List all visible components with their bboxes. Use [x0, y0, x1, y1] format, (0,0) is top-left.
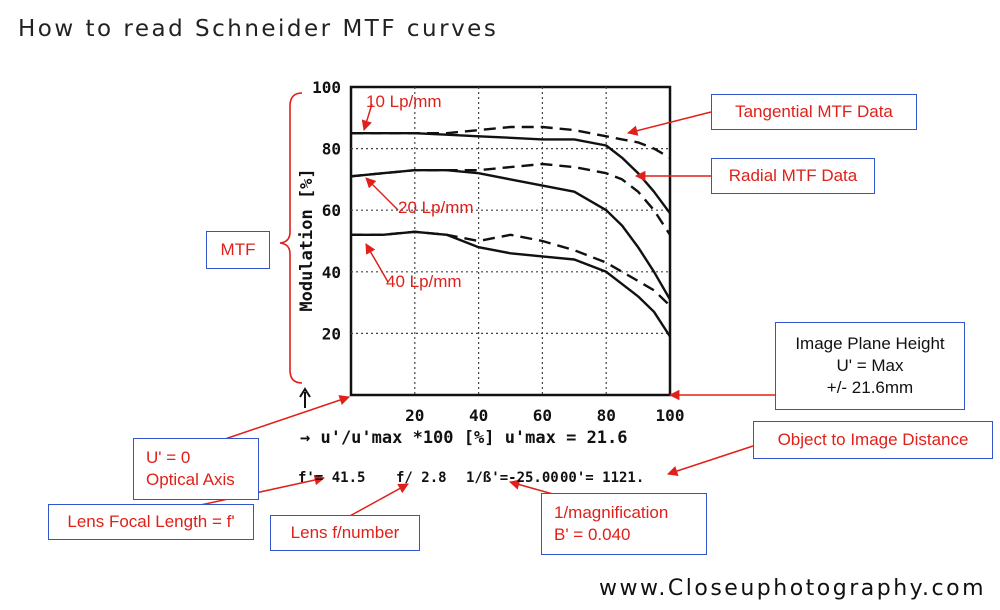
series-line-40-lp-mm-tangential — [351, 230, 671, 307]
magnification-line-2: B' = 0.040 — [554, 525, 631, 544]
callout-focal-length: Lens Focal Length = f' — [48, 504, 254, 540]
mtf-bracket — [279, 92, 303, 384]
arrow-20lp — [365, 177, 399, 211]
y-tick-label: 20 — [322, 324, 341, 343]
callout-radial-text: Radial MTF Data — [728, 166, 858, 185]
series-line-10-lp-mm-tangential — [351, 125, 671, 159]
optical-axis-line-2: Optical Axis — [146, 470, 235, 489]
magnification-line-1: 1/magnification — [554, 503, 669, 522]
arrow-object-distance — [667, 445, 754, 477]
y-axis-label: Modulation [%] — [297, 168, 317, 311]
optical-axis-line-1: U' = 0 — [146, 448, 191, 467]
axis-arrow-head — [299, 387, 311, 398]
callout-magnification: 1/magnification B' = 0.040 — [541, 493, 707, 555]
arrow-optical-axis — [221, 395, 350, 441]
page-title: How to read Schneider MTF curves — [18, 16, 499, 42]
callout-focal-length-text: Lens Focal Length = f' — [67, 512, 235, 531]
x-tick-label: 20 — [405, 406, 424, 425]
callout-tangential: Tangential MTF Data — [711, 94, 917, 130]
param-distance: 00'= 1121. — [560, 470, 645, 486]
x-tick-label: 60 — [533, 406, 552, 425]
callout-mtf: MTF — [206, 231, 270, 269]
x-axis-label: → u'/u'max *100 [%] u'max = 21.6 — [300, 428, 628, 448]
annotation-20lp: 20 Lp/mm — [398, 198, 474, 217]
annotation-40lp: 40 Lp/mm — [386, 272, 462, 291]
x-tick-label: 40 — [469, 406, 488, 425]
arrow-tangential — [626, 111, 712, 136]
x-tick-label: 100 — [656, 406, 685, 425]
arrow-f-number — [347, 483, 409, 518]
image-plane-line-1: Image Plane Height — [795, 334, 945, 353]
param-magnification: 1/ß'=-25.00 — [466, 470, 559, 486]
callout-f-number: Lens f/number — [270, 515, 420, 551]
series-line-20-lp-mm-tangential — [350, 162, 672, 236]
callout-radial: Radial MTF Data — [711, 158, 875, 194]
y-tick-label: 100 — [312, 78, 341, 97]
image-plane-line-3: +/- 21.6mm — [826, 378, 914, 397]
arrow-40lp — [365, 243, 389, 283]
x-tick-label: 80 — [597, 406, 616, 425]
image-plane-line-2: U' = Max — [836, 356, 904, 375]
annotation-10lp: 10 Lp/mm — [366, 92, 442, 111]
website-footer: www.Closeuphotography.com — [598, 576, 986, 601]
arrow-10lp — [361, 103, 373, 132]
param-f-number: f/ 2.8 — [396, 470, 447, 486]
plot-frame — [349, 85, 672, 397]
arrow-focal-length — [195, 474, 326, 507]
callout-tangential-text: Tangential MTF Data — [735, 102, 893, 121]
y-tick-label: 60 — [322, 201, 341, 220]
callout-image-plane: Image Plane Height U' = Max +/- 21.6mm — [775, 322, 965, 410]
param-focal-length: f'= 41.5 — [298, 470, 366, 486]
callout-object-distance: Object to Image Distance — [753, 421, 993, 459]
callout-optical-axis: U' = 0 Optical Axis — [133, 438, 259, 500]
callout-object-distance-text: Object to Image Distance — [777, 430, 969, 449]
y-tick-label: 80 — [322, 140, 341, 159]
y-tick-label: 40 — [322, 263, 341, 282]
callout-f-number-text: Lens f/number — [290, 523, 400, 542]
callout-mtf-text: MTF — [220, 240, 256, 259]
